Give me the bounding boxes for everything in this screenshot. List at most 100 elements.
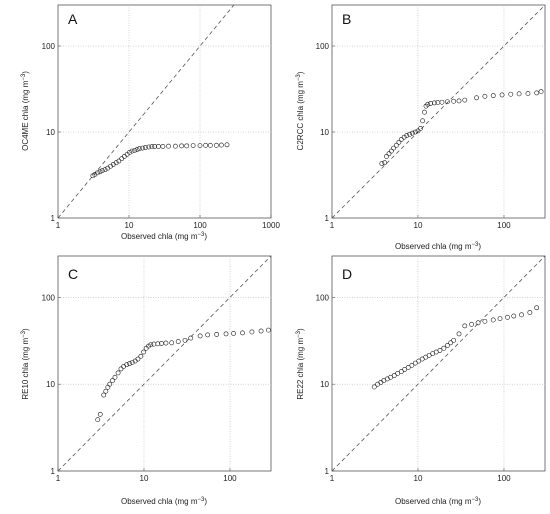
x-tick-labels: 1 10 100 xyxy=(56,468,237,483)
data-point xyxy=(401,134,407,140)
data-point xyxy=(136,146,142,152)
data-point xyxy=(103,388,109,394)
data-point xyxy=(431,100,437,106)
data-point xyxy=(499,92,505,98)
data-points xyxy=(371,305,540,390)
data-point xyxy=(516,91,522,97)
data-point xyxy=(382,160,388,166)
data-point xyxy=(475,320,481,326)
plot-frame xyxy=(331,255,546,472)
y-tick-labels: 1 10 100 xyxy=(316,42,335,223)
data-point xyxy=(445,99,450,105)
data-point xyxy=(462,323,468,329)
x-tick-label: 1 xyxy=(330,474,335,483)
data-point xyxy=(95,170,100,176)
data-point xyxy=(412,360,418,366)
data-point xyxy=(445,342,450,348)
panel-d: 1 10 100 1 10 100 D Observed chla (mg m−3) R… xyxy=(296,255,546,506)
data-point xyxy=(456,331,462,337)
data-point xyxy=(182,337,188,343)
x-tick-label: 1 xyxy=(56,221,61,230)
plot-frame xyxy=(57,4,272,219)
y-tick-label: 10 xyxy=(320,380,329,389)
data-point xyxy=(151,341,157,347)
data-point xyxy=(231,330,236,336)
data-point xyxy=(218,142,224,148)
data-point xyxy=(102,167,108,173)
y-tick-labels: 1 10 100 xyxy=(42,293,61,476)
x-tick-label: 100 xyxy=(497,221,511,230)
data-point xyxy=(224,142,230,148)
data-point xyxy=(402,367,408,372)
x-tick-label: 10 xyxy=(414,474,423,483)
data-point xyxy=(534,90,540,96)
data-point xyxy=(207,142,213,148)
data-point xyxy=(409,130,415,136)
data-point xyxy=(441,345,447,351)
data-point xyxy=(169,340,175,346)
panel-letter: A xyxy=(68,11,78,27)
x-tick-label: 100 xyxy=(497,474,511,483)
data-point xyxy=(388,148,394,154)
y-tick-label: 1 xyxy=(51,467,56,476)
data-point xyxy=(482,318,488,324)
y-tick-labels: 1 10 100 xyxy=(42,42,61,223)
data-point xyxy=(538,89,544,95)
data-point xyxy=(121,364,127,369)
data-point xyxy=(115,370,121,376)
panel-c: 1 10 100 1 10 100 C Observed chla (mg m−3) R… xyxy=(21,255,272,506)
data-point xyxy=(448,340,454,346)
x-tick-label: 1000 xyxy=(262,221,280,230)
data-point xyxy=(116,158,122,164)
data-point xyxy=(129,148,135,154)
data-point xyxy=(112,374,118,380)
data-point xyxy=(439,99,445,105)
data-points xyxy=(379,89,544,166)
one-to-one-line xyxy=(57,4,235,219)
data-point xyxy=(384,154,389,159)
data-point xyxy=(396,139,402,145)
data-points xyxy=(95,327,271,423)
data-point xyxy=(134,147,140,152)
y-tick-labels: 1 10 100 xyxy=(316,293,335,476)
gridlines xyxy=(58,256,271,471)
data-point xyxy=(258,328,264,334)
data-point xyxy=(118,366,124,372)
data-point xyxy=(415,128,421,134)
y-tick-label: 1 xyxy=(51,214,56,223)
data-points xyxy=(90,142,230,179)
plot-frame xyxy=(57,255,272,472)
data-point xyxy=(505,314,510,320)
data-point xyxy=(140,145,145,151)
data-point xyxy=(149,144,155,150)
data-point xyxy=(205,332,211,338)
x-axis-label: Observed chla (mg m−3) xyxy=(121,497,207,506)
data-point xyxy=(119,156,125,162)
data-point xyxy=(141,349,147,355)
data-point xyxy=(97,169,103,175)
y-tick-label: 1 xyxy=(325,214,330,223)
one-to-one-line xyxy=(331,255,546,472)
data-point xyxy=(127,149,133,155)
data-point xyxy=(497,316,503,322)
data-point xyxy=(371,384,377,390)
data-point xyxy=(132,148,138,153)
data-point xyxy=(179,143,184,149)
y-axis-label: RE22 chla (mg m−3) xyxy=(296,328,305,400)
data-point xyxy=(129,360,135,365)
x-tick-label: 1 xyxy=(56,474,61,483)
data-point xyxy=(519,312,524,318)
data-point xyxy=(418,126,423,131)
panel-b: 1 10 100 1 10 100 B Observed chla (mg m−3) C… xyxy=(296,4,546,251)
data-point xyxy=(398,369,404,374)
x-axis-label: Observed chla (mg m−3) xyxy=(121,232,207,241)
data-point xyxy=(142,145,148,150)
data-point xyxy=(175,339,181,344)
data-point xyxy=(379,161,385,166)
data-point xyxy=(188,335,194,341)
data-point xyxy=(148,342,154,348)
data-point xyxy=(197,143,203,149)
data-point xyxy=(92,172,98,177)
data-point xyxy=(525,91,531,96)
data-point xyxy=(163,340,169,346)
